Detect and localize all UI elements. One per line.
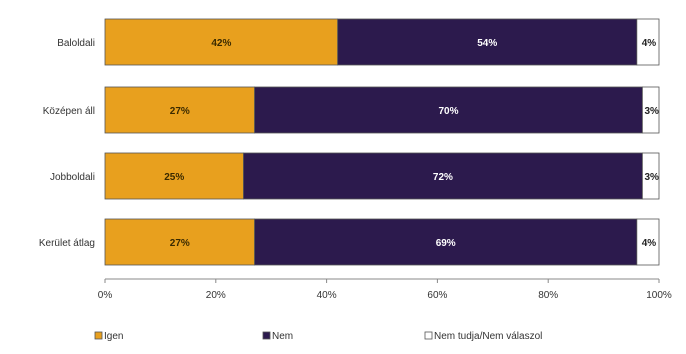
bars-layer: 42% 54% 4% 27% 70% 3% 25% 72% 3% 27% 69% 4% (104, 18, 660, 266)
bar-nem-tudja-nem-valaszol-kozepen-all (641, 86, 660, 134)
bar-igen-baloldali (104, 18, 339, 66)
data-label-igen-jobboldali: 25% (164, 172, 184, 183)
x-tick-label-20: 20% (206, 290, 226, 301)
data-label-nem-tudja-nem-valaszol-kozepen-all: 3% (644, 106, 659, 117)
legend-swatch-nem-tudja-nem-valaszol (424, 331, 433, 340)
bar-nem-jobboldali (243, 152, 643, 200)
legend-label-igen: Igen (104, 331, 123, 342)
legend-label-nem: Nem (272, 331, 293, 342)
x-tick-label-100: 100% (646, 290, 672, 301)
data-label-nem-tudja-nem-valaszol-jobboldali: 3% (644, 172, 659, 183)
data-label-igen-baloldali: 42% (211, 38, 231, 49)
x-tick-label-0: 0% (98, 290, 113, 301)
bar-nem-baloldali (337, 18, 638, 66)
data-label-nem-kozepen-all: 70% (438, 106, 458, 117)
legend-item-nem: Nem (262, 331, 293, 342)
category-label-kerulet-atlag: Kerület átlag (39, 238, 95, 249)
legend: Igen Nem Nem tudja/Nem válaszol (94, 331, 542, 342)
x-tick-label-40: 40% (317, 290, 337, 301)
legend-swatch-nem (262, 331, 271, 340)
bar-nem-tudja-nem-valaszol-jobboldali (641, 152, 660, 200)
data-label-nem-tudja-nem-valaszol-kerulet-atlag: 4% (642, 238, 657, 249)
legend-item-nem-tudja-nem-valaszol: Nem tudja/Nem válaszol (424, 331, 542, 342)
category-label-jobboldali: Jobboldali (50, 172, 95, 183)
x-axis: 0% 20% 40% 60% 80% 100% (98, 278, 672, 301)
data-label-nem-jobboldali: 72% (433, 172, 453, 183)
bar-nem-tudja-nem-valaszol-kerulet-atlag (636, 218, 660, 266)
x-tick-label-80: 80% (538, 290, 558, 301)
data-label-nem-baloldali: 54% (477, 38, 497, 49)
legend-item-igen: Igen (94, 331, 123, 342)
bar-igen-kozepen-all (104, 86, 255, 134)
data-label-nem-kerulet-atlag: 69% (436, 238, 456, 249)
bar-igen-jobboldali (104, 152, 244, 200)
data-label-nem-tudja-nem-valaszol-baloldali: 4% (642, 38, 657, 49)
legend-swatch-igen (94, 331, 103, 340)
category-label-baloldali: Baloldali (57, 38, 95, 49)
legend-label-nem-tudja-nem-valaszol: Nem tudja/Nem válaszol (434, 331, 542, 342)
data-label-igen-kozepen-all: 27% (170, 106, 190, 117)
x-tick-label-60: 60% (427, 290, 447, 301)
bar-igen-kerulet-atlag (104, 218, 255, 266)
category-label-kozepen-all: Középen áll (43, 106, 95, 117)
category-labels: Baloldali Középen áll Jobboldali Kerület át… (39, 38, 95, 249)
bar-nem-tudja-nem-valaszol-baloldali (636, 18, 660, 66)
bar-nem-kozepen-all (254, 86, 643, 134)
bar-nem-kerulet-atlag (254, 218, 638, 266)
data-label-igen-kerulet-atlag: 27% (170, 238, 190, 249)
